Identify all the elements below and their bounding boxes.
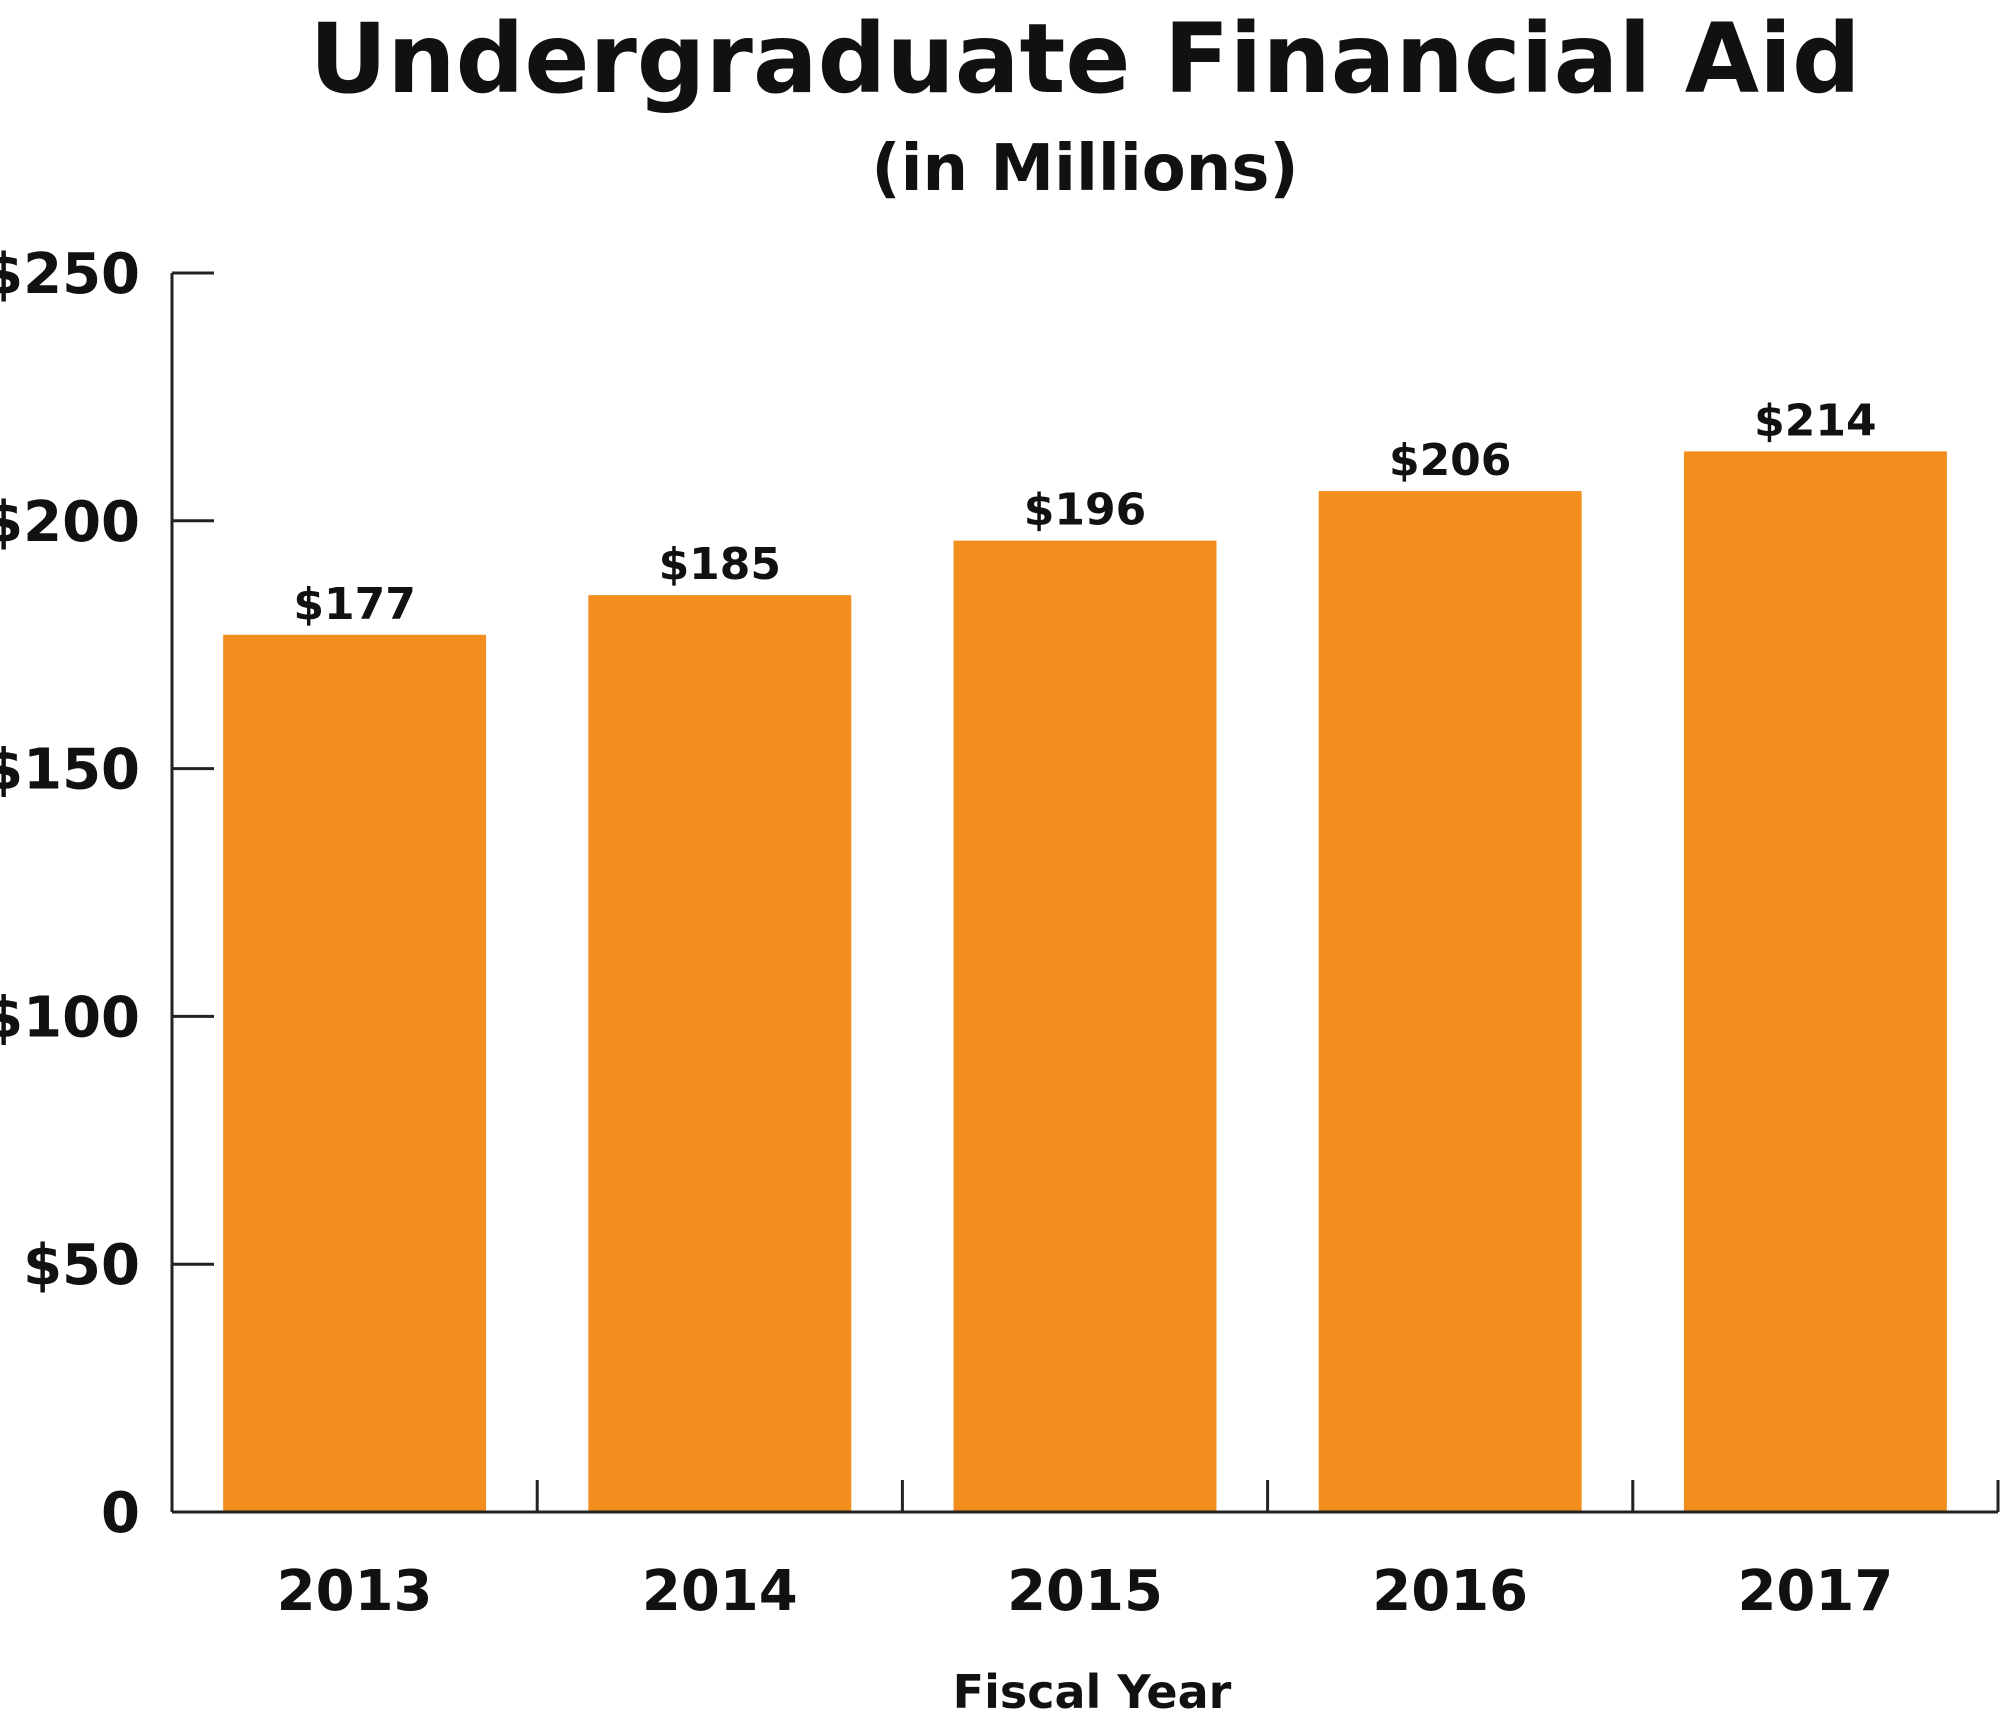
- x-axis-ticks: 2013 2014 2015 2016 2017: [277, 1480, 2000, 1624]
- bar-data-label: $177: [293, 579, 415, 630]
- bar: [1683, 451, 1947, 1512]
- y-tick-label: 0: [101, 1481, 140, 1546]
- y-tick-label: $50: [23, 1233, 140, 1298]
- x-tick-label: 2013: [277, 1559, 433, 1624]
- bar-data-label: $206: [1389, 435, 1511, 486]
- bars-group: [223, 451, 1947, 1513]
- x-axis-title: Fiscal Year: [953, 1665, 1232, 1719]
- y-tick-label: $200: [0, 490, 140, 555]
- bar: [588, 595, 852, 1512]
- bar-data-label: $214: [1754, 395, 1876, 446]
- x-tick-label: 2016: [1372, 1559, 1528, 1624]
- bar-data-label: $196: [1024, 485, 1146, 536]
- x-tick-label: 2015: [1007, 1559, 1163, 1624]
- data-labels-group: $177 $185 $196 $206 $214: [293, 395, 1876, 629]
- y-tick-label: $150: [0, 738, 140, 803]
- bar: [953, 540, 1217, 1512]
- chart-title: Undergraduate Financial Aid: [309, 3, 1860, 115]
- x-tick-label: 2014: [642, 1559, 798, 1624]
- y-axis-ticks: 0 $50 $100 $150 $200 $250: [0, 242, 214, 1546]
- chart-subtitle: (in Millions): [871, 132, 1298, 206]
- x-tick-label: 2017: [1737, 1559, 1893, 1624]
- y-tick-label: $250: [0, 242, 140, 307]
- bar-data-label: $185: [659, 539, 781, 590]
- y-tick-label: $100: [0, 985, 140, 1050]
- bar: [1318, 491, 1582, 1513]
- bar: [223, 634, 487, 1512]
